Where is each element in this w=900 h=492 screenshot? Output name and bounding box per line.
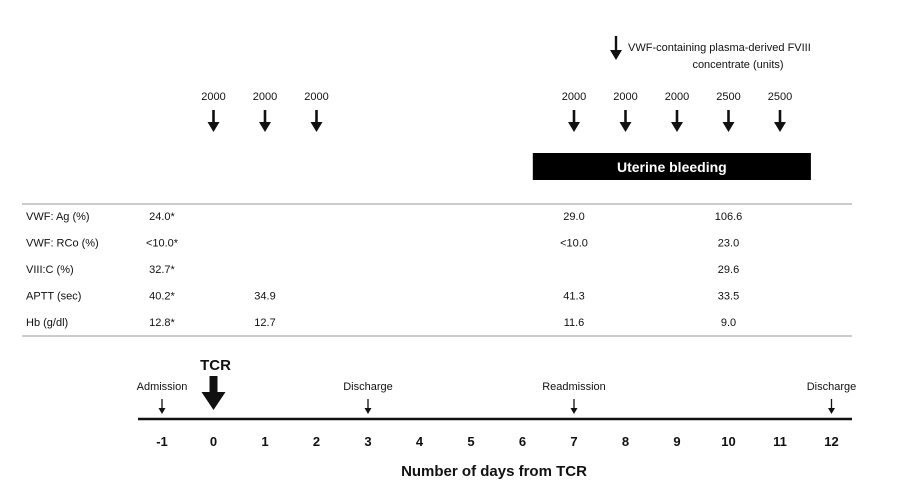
cell-value: 29.0: [563, 211, 584, 223]
axis-label: Number of days from TCR: [401, 463, 587, 480]
axis-tick-label: 7: [570, 434, 577, 449]
row-label: VWF: Ag (%): [26, 211, 90, 223]
axis-tick-label: 9: [673, 434, 680, 449]
small-arrow-down-icon: [828, 399, 835, 414]
event-marker: TCR: [200, 357, 231, 410]
axis-tick-label: 3: [364, 434, 371, 449]
uterine-bleeding-label: Uterine bleeding: [617, 159, 727, 175]
event-label: Readmission: [542, 381, 606, 393]
cell-value: 29.6: [718, 264, 739, 276]
cell-value: 9.0: [721, 317, 736, 329]
axis-tick-labels: -1 0 1 2 3 4 5 6 7 8 9 10 11 12: [156, 434, 839, 449]
dose-arrow-icon: [310, 110, 323, 132]
dose-arrow-icon: [722, 110, 735, 132]
axis-tick-label: 12: [824, 434, 838, 449]
dose-arrow-icon: [568, 110, 580, 132]
dose-units-label: 2000: [201, 91, 225, 103]
row-label: Hb (g/dl): [26, 317, 68, 329]
cell-value: 24.0*: [149, 211, 175, 223]
row-label: VIII:C (%): [26, 264, 74, 276]
small-arrow-down-icon: [158, 399, 166, 414]
row-label: APTT (sec): [26, 291, 81, 303]
event-marker: Discharge: [807, 381, 857, 414]
axis-tick-label: 2: [313, 434, 320, 449]
dose-marker: 2000: [201, 91, 226, 132]
thick-arrow-down-icon: [201, 376, 226, 410]
dose-group: 2000 2000 2000 2000 2000 2000 2500 2500: [201, 91, 792, 132]
cell-value: 34.9: [254, 291, 275, 303]
event-label-major: TCR: [200, 357, 231, 374]
legend-line-1: VWF-containing plasma-derived FVIII: [628, 42, 811, 54]
dose-marker: 2000: [665, 91, 689, 132]
table-row: Hb (g/dl) 12.8* 12.7 11.6 9.0: [26, 317, 736, 329]
event-label: Discharge: [807, 381, 857, 393]
cell-value: 33.5: [718, 291, 739, 303]
event-label: Admission: [137, 381, 188, 393]
cell-value: <10.0*: [146, 238, 179, 250]
event-marker: Readmission: [542, 381, 606, 414]
cell-value: 12.7: [254, 317, 275, 329]
axis-tick-label: 0: [210, 434, 217, 449]
row-label: VWF: RCo (%): [26, 238, 99, 250]
event-markers: Admission TCR Discharge Readmission Discharg…: [137, 357, 857, 414]
uterine-bleeding-bar: [532, 153, 811, 180]
cell-value: 40.2*: [149, 291, 175, 303]
dose-arrow-icon: [774, 110, 786, 132]
table-row: VWF: RCo (%) <10.0* <10.0 23.0: [26, 238, 739, 250]
dose-units-label: 2000: [613, 91, 637, 103]
dose-units-label: 2500: [716, 91, 740, 103]
dose-arrow-icon: [207, 110, 220, 132]
axis-tick-label: 5: [467, 434, 474, 449]
event-marker: Admission: [137, 381, 188, 414]
dose-marker: 2000: [562, 91, 586, 132]
arrow-down-icon: [610, 36, 622, 60]
axis-tick-label: 10: [721, 434, 735, 449]
event-marker: Discharge: [343, 381, 393, 414]
dose-marker: 2000: [253, 91, 277, 132]
cell-value: 23.0: [718, 238, 739, 250]
dose-marker: 2000: [304, 91, 329, 132]
cell-value: 11.6: [564, 317, 585, 329]
dose-units-label: 2000: [562, 91, 586, 103]
small-arrow-down-icon: [570, 399, 578, 414]
dose-units-label: 2500: [768, 91, 792, 103]
legend-line-2: concentrate (units): [692, 59, 783, 71]
dose-marker: 2500: [768, 91, 792, 132]
bleeding-bar-group: Uterine bleeding: [532, 153, 811, 180]
dose-marker: 2000: [613, 91, 638, 132]
legend: VWF-containing plasma-derived FVIII conc…: [610, 36, 811, 71]
event-label: Discharge: [343, 381, 393, 393]
axis-tick-label: 1: [261, 434, 268, 449]
table-row: VWF: Ag (%) 24.0* 29.0 106.6: [26, 211, 742, 223]
lab-table: VWF: Ag (%) 24.0* 29.0 106.6 VWF: RCo (%) <10…: [26, 211, 742, 329]
cell-value: 41.3: [563, 291, 584, 303]
dose-arrow-icon: [619, 110, 632, 132]
axis-tick-label: -1: [156, 434, 168, 449]
dose-units-label: 2000: [665, 91, 689, 103]
dose-units-label: 2000: [253, 91, 277, 103]
axis-tick-label: 11: [773, 434, 787, 449]
table-row: VIII:C (%) 32.7* 29.6: [26, 264, 739, 276]
small-arrow-down-icon: [364, 399, 372, 414]
cell-value: 32.7*: [149, 264, 175, 276]
cell-value: <10.0: [560, 238, 588, 250]
dose-units-label: 2000: [304, 91, 328, 103]
axis-tick-label: 8: [622, 434, 629, 449]
cell-value: 106.6: [715, 211, 743, 223]
axis-tick-label: 6: [519, 434, 526, 449]
axis-tick-label: 4: [416, 434, 424, 449]
dose-arrow-icon: [259, 110, 271, 132]
dose-arrow-icon: [671, 110, 683, 132]
cell-value: 12.8*: [149, 317, 175, 329]
dose-marker: 2500: [716, 91, 741, 132]
table-row: APTT (sec) 40.2* 34.9 41.3 33.5: [26, 291, 739, 303]
